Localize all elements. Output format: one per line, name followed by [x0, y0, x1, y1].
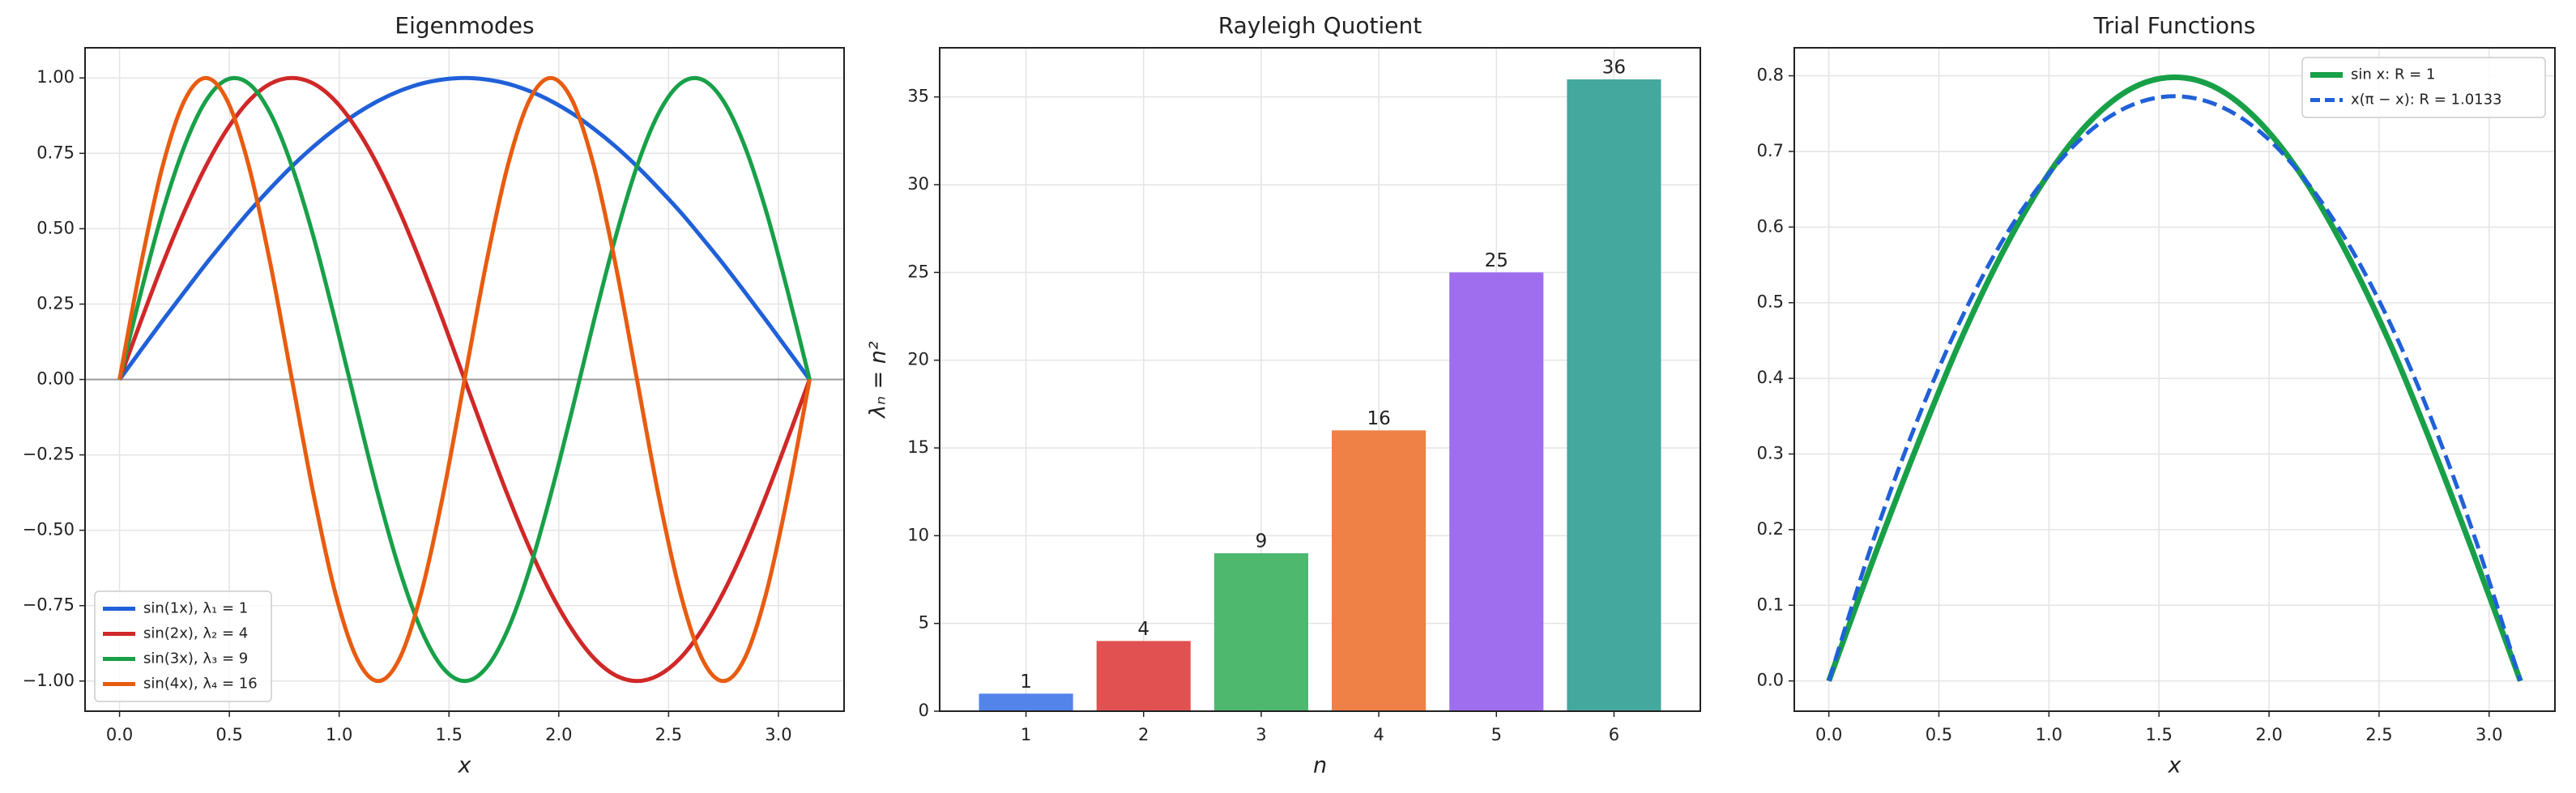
y-tick-label: 1.00: [36, 67, 75, 87]
bar: [1213, 553, 1308, 711]
bar: [1332, 430, 1427, 711]
x-tick-label: 2.5: [2365, 725, 2392, 744]
y-tick-label: 0.6: [1757, 216, 1784, 236]
bar: [1567, 79, 1661, 711]
bar-value-label: 16: [1367, 408, 1390, 429]
x-tick-label: 2.0: [545, 725, 572, 744]
y-tick-label: 0.75: [36, 143, 75, 162]
y-tick-label: 0.3: [1757, 443, 1784, 463]
y-tick-label: −1.00: [23, 671, 75, 690]
y-tick-label: 0.0: [1757, 671, 1784, 690]
line-series: [117, 75, 812, 381]
y-tick-label: 35: [907, 87, 929, 106]
x-tick-label: 4: [1373, 725, 1384, 744]
legend-label: x(π − x): R = 1.0133: [2351, 92, 2502, 109]
bar: [979, 693, 1073, 711]
y-tick-label: 0.1: [1757, 595, 1784, 614]
y-tick-label: 30: [907, 174, 929, 194]
y-tick-label: 0.25: [36, 293, 75, 313]
x-tick-label: 0.0: [1815, 725, 1842, 744]
x-tick-label: 0.5: [1926, 725, 1952, 744]
line-series: [1827, 94, 2523, 682]
y-tick-label: 0.00: [36, 369, 75, 389]
y-tick-label: 0.2: [1757, 519, 1784, 539]
x-axis-label: x: [458, 753, 472, 778]
y-tick-label: 0.50: [36, 218, 75, 237]
legend-label: sin(1x), λ₁ = 1: [143, 600, 248, 617]
y-tick-label: 25: [907, 262, 929, 281]
y-tick-label: −0.50: [23, 520, 75, 539]
x-axis-label: x: [2168, 753, 2182, 778]
legend-box: [2301, 57, 2546, 118]
x-axis-label: n: [1313, 753, 1327, 778]
chart-title: Rayleigh Quotient: [1218, 12, 1422, 39]
x-tick-label: 0.5: [215, 725, 242, 744]
legend-label: sin(4x), λ₄ = 16: [143, 676, 258, 693]
y-tick-label: −0.75: [23, 595, 75, 615]
bar-value-label: 4: [1137, 619, 1149, 640]
y-tick-label: 5: [919, 613, 929, 633]
legend-label: sin(2x), λ₂ = 4: [143, 625, 248, 642]
x-tick-label: 3.0: [765, 725, 791, 744]
x-tick-label: 1.0: [2036, 725, 2062, 744]
x-tick-label: 0.0: [106, 725, 133, 744]
bar: [1096, 641, 1191, 711]
legend-label: sin x: R = 1: [2351, 66, 2435, 83]
y-tick-label: 0.4: [1757, 368, 1784, 387]
line-series: [117, 75, 812, 684]
y-tick-label: 0.8: [1757, 66, 1784, 85]
plot-frame: [1793, 47, 2556, 712]
bar-value-label: 9: [1256, 531, 1268, 552]
plot-frame: [939, 47, 1701, 712]
x-tick-label: 2.5: [655, 725, 682, 744]
bar: [1449, 272, 1544, 711]
x-tick-label: 1: [1021, 725, 1031, 744]
line-series: [1826, 74, 2523, 682]
x-tick-label: 1.5: [436, 725, 463, 744]
legend-label: sin(3x), λ₃ = 9: [143, 650, 248, 667]
y-tick-label: 15: [907, 437, 929, 457]
y-axis-label: λₙ = n²: [866, 341, 891, 420]
y-tick-label: 10: [907, 525, 929, 544]
x-tick-label: 1.0: [326, 725, 352, 744]
y-tick-label: 0.7: [1757, 141, 1784, 160]
plot-frame: [84, 47, 845, 712]
y-tick-label: 0.5: [1757, 292, 1784, 312]
line-series: [117, 75, 812, 684]
bar-value-label: 1: [1020, 671, 1032, 693]
x-tick-label: 2: [1138, 725, 1149, 744]
x-tick-label: 2.0: [2255, 725, 2282, 744]
x-tick-label: 6: [1609, 725, 1619, 744]
y-tick-label: 0: [919, 701, 929, 720]
x-tick-label: 5: [1491, 725, 1502, 744]
x-tick-label: 3: [1256, 725, 1266, 744]
chart-title: Eigenmodes: [395, 12, 534, 39]
bar-value-label: 36: [1602, 58, 1626, 79]
y-tick-label: 20: [907, 350, 929, 369]
y-tick-label: −0.25: [23, 445, 75, 464]
bar-value-label: 25: [1485, 250, 1508, 271]
legend-box: [94, 590, 272, 702]
x-tick-label: 1.5: [2146, 725, 2173, 744]
x-tick-label: 3.0: [2476, 725, 2502, 744]
chart-title: Trial Functions: [2093, 12, 2256, 39]
